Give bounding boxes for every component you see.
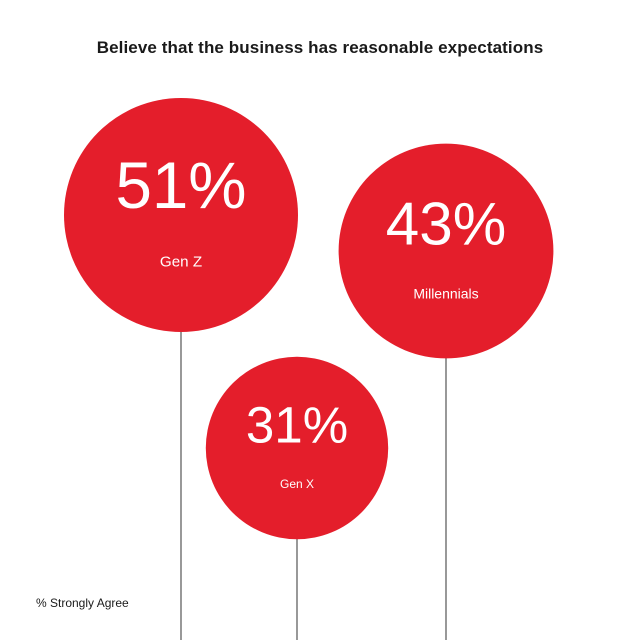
bubble-gen-x (205, 356, 389, 540)
bubble-gen-z (64, 98, 298, 332)
bubble-label-gen-x: Gen X (280, 477, 314, 491)
bubble-value-gen-x: 31% (246, 397, 348, 454)
bubble-value-gen-z: 51% (115, 149, 246, 222)
bubble-label-millennials: Millennials (413, 285, 478, 301)
bubble-value-millennials: 43% (386, 191, 506, 258)
chart-title: Believe that the business has reasonable… (96, 38, 544, 57)
measure-footnote: % Strongly Agree (36, 596, 129, 610)
bubble-label-gen-z: Gen Z (160, 254, 202, 271)
bubble-millennials (338, 143, 554, 359)
